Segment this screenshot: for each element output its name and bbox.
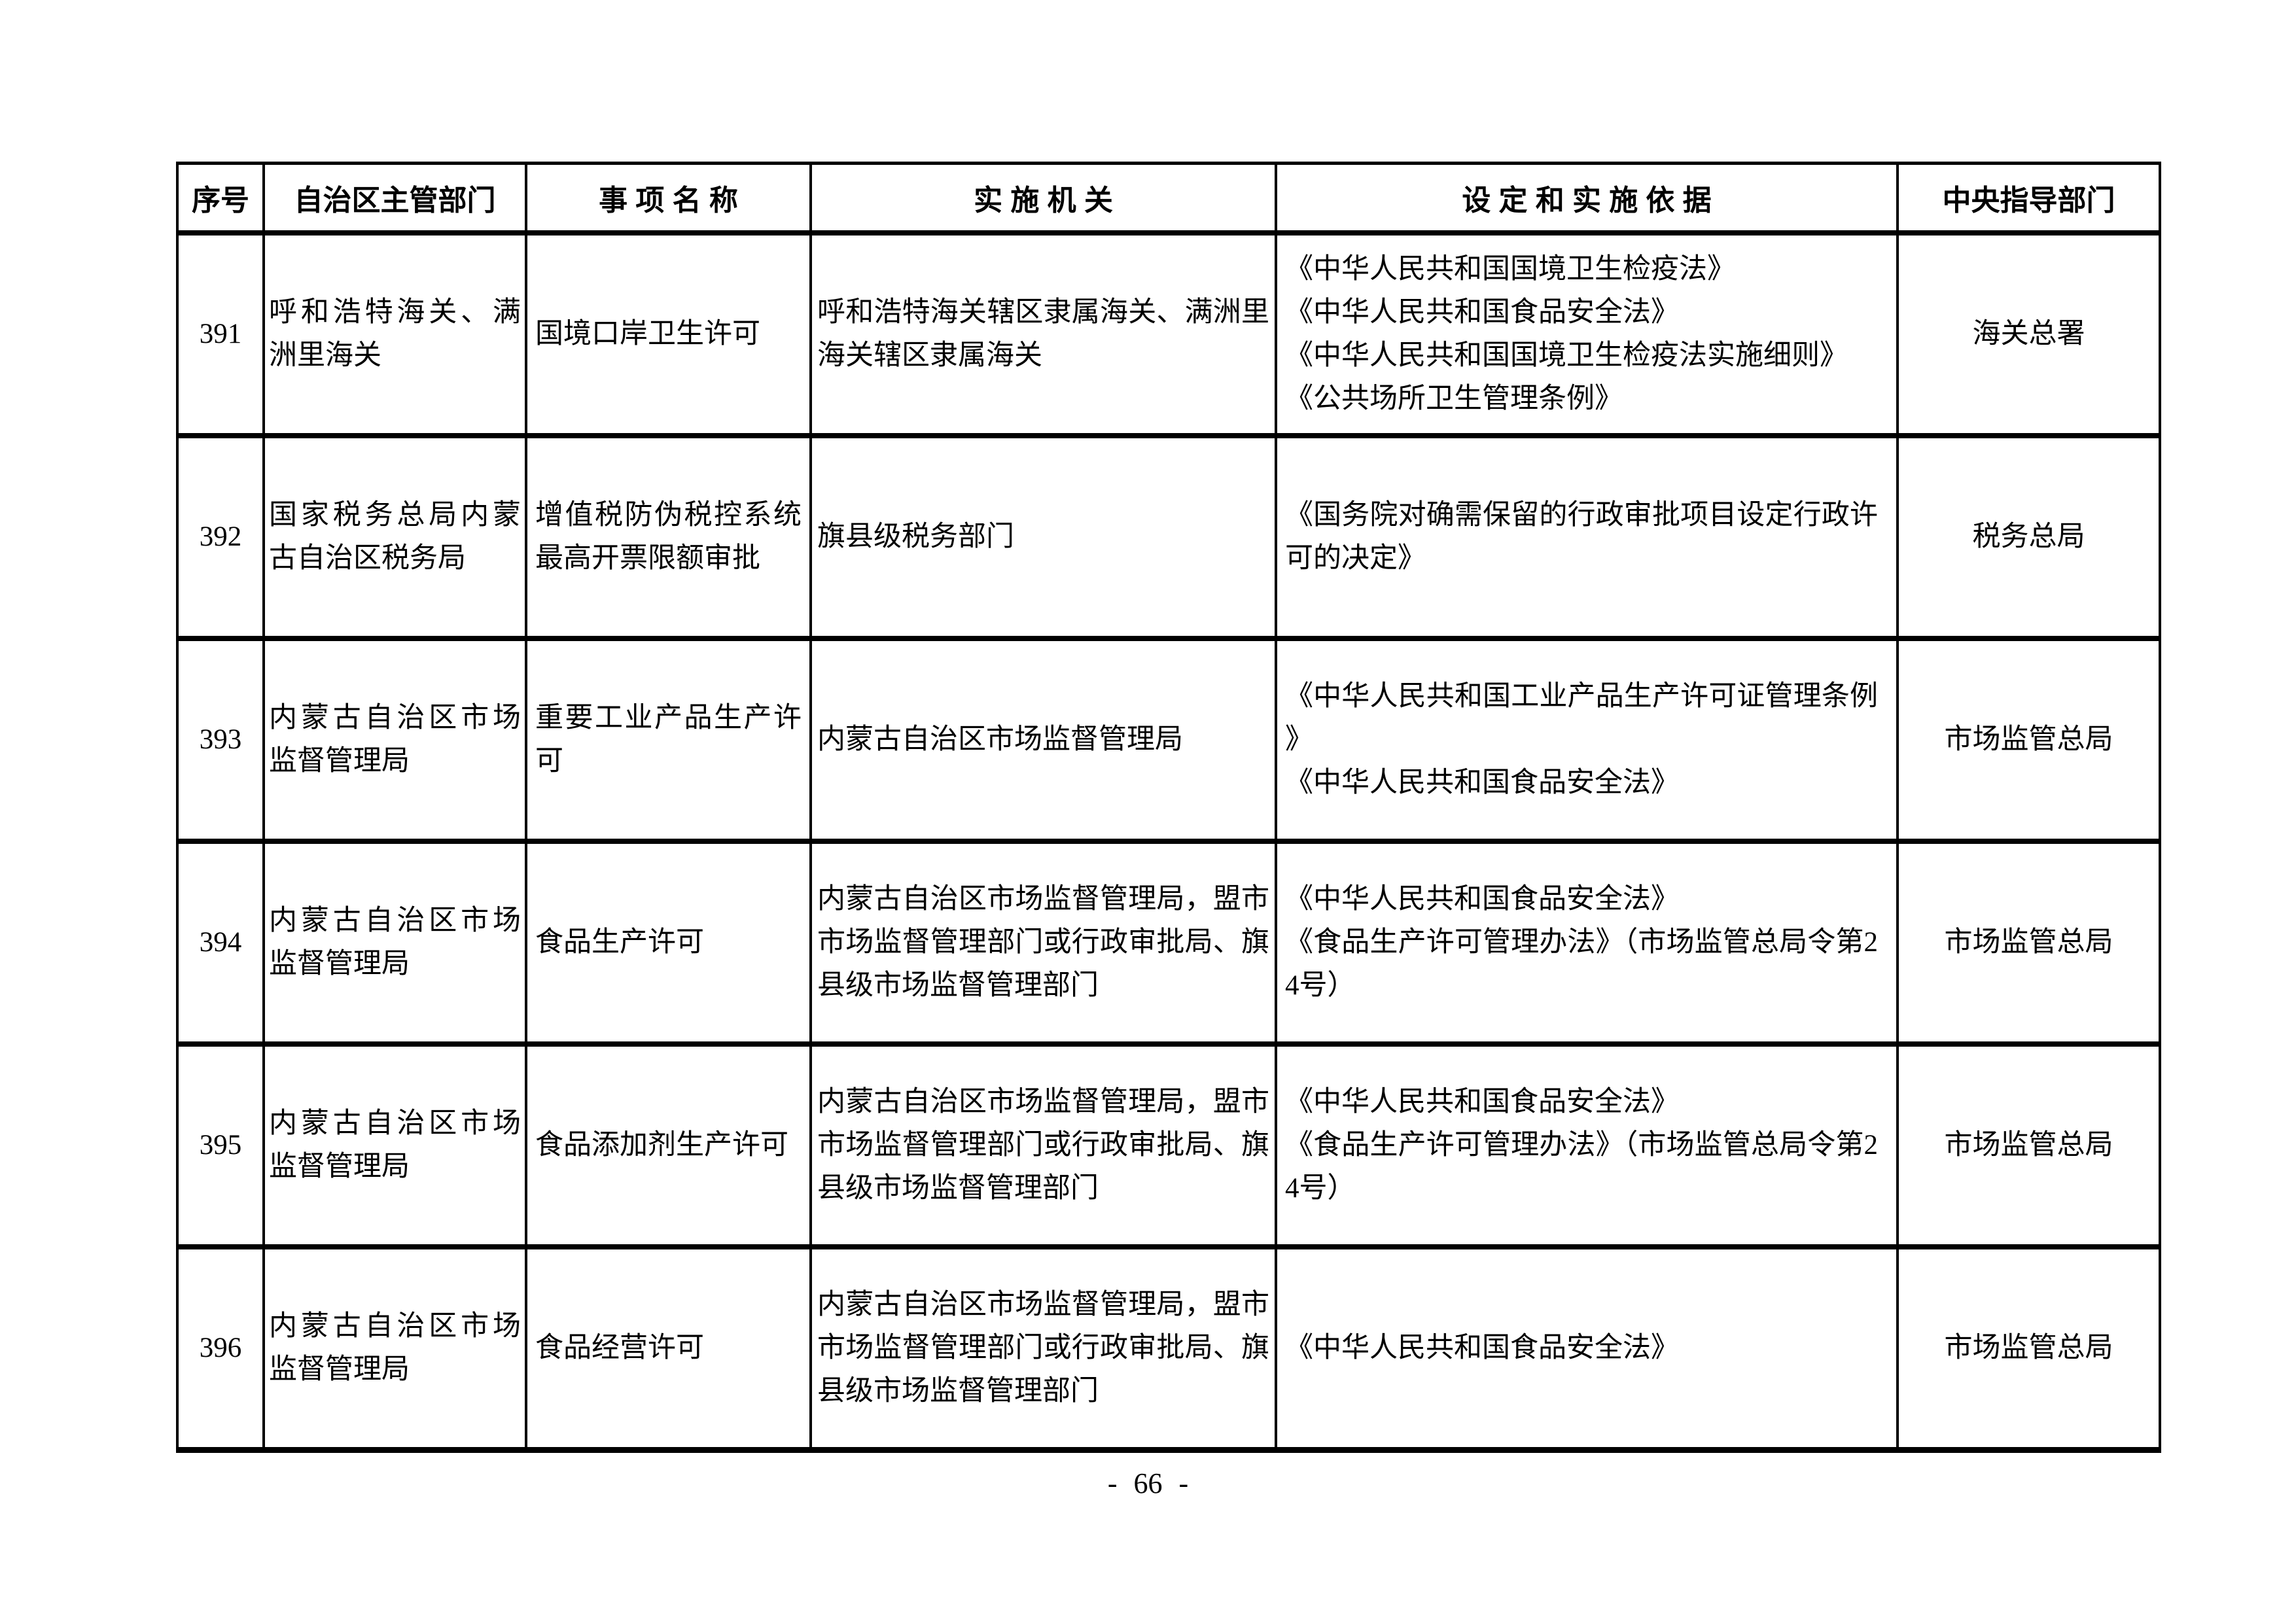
header-item-name: 事 项 名 称 (525, 163, 812, 233)
cell-item-name: 增值税防伪税控系统最高开票限额审批 (525, 436, 812, 638)
header-region-department: 自治区主管部门 (262, 163, 527, 233)
cell-central-department: 税务总局 (1896, 436, 2161, 638)
cell-serial-number: 394 (176, 841, 265, 1044)
cell-implementing-agency: 内蒙古自治区市场监督管理局，盟市市场监督管理部门或行政审批局、旗县级市场监督管理… (809, 841, 1277, 1044)
cell-item-name: 食品经营许可 (525, 1247, 812, 1450)
cell-implementing-agency: 内蒙古自治区市场监督管理局，盟市市场监督管理部门或行政审批局、旗县级市场监督管理… (809, 1044, 1277, 1247)
cell-serial-number: 396 (176, 1247, 265, 1450)
cell-region-department: 呼和浩特海关、满洲里海关 (262, 233, 527, 436)
cell-central-department: 市场监管总局 (1896, 638, 2161, 841)
page-number: - 66 - (1107, 1467, 1189, 1499)
table-header-row: 序号 自治区主管部门 事 项 名 称 实 施 机 关 设 定 和 实 施 依 据… (176, 163, 2161, 233)
cell-region-department: 内蒙古自治区市场监督管理局 (262, 841, 527, 1044)
cell-item-name: 食品添加剂生产许可 (525, 1044, 812, 1247)
cell-serial-number: 393 (176, 638, 265, 841)
cell-implementing-agency: 旗县级税务部门 (809, 436, 1277, 638)
cell-central-department: 市场监管总局 (1896, 1247, 2161, 1450)
table-row: 395 内蒙古自治区市场监督管理局 食品添加剂生产许可 内蒙古自治区市场监督管理… (176, 1044, 2161, 1247)
cell-legal-basis: 《中华人民共和国国境卫生检疫法》 《中华人民共和国食品安全法》 《中华人民共和国… (1275, 233, 1899, 436)
cell-serial-number: 391 (176, 233, 265, 436)
cell-region-department: 内蒙古自治区市场监督管理局 (262, 1247, 527, 1450)
cell-legal-basis: 《中华人民共和国食品安全法》 (1275, 1247, 1899, 1450)
header-serial-number: 序号 (176, 163, 265, 233)
table-row: 396 内蒙古自治区市场监督管理局 食品经营许可 内蒙古自治区市场监督管理局，盟… (176, 1247, 2161, 1450)
cell-serial-number: 395 (176, 1044, 265, 1247)
table-row: 392 国家税务总局内蒙古自治区税务局 增值税防伪税控系统最高开票限额审批 旗县… (176, 436, 2161, 638)
header-central-department: 中央指导部门 (1896, 163, 2161, 233)
cell-item-name: 重要工业产品生产许可 (525, 638, 812, 841)
table-row: 394 内蒙古自治区市场监督管理局 食品生产许可 内蒙古自治区市场监督管理局，盟… (176, 841, 2161, 1044)
cell-legal-basis: 《中华人民共和国食品安全法》 《食品生产许可管理办法》（市场监管总局令第24号） (1275, 841, 1899, 1044)
cell-region-department: 国家税务总局内蒙古自治区税务局 (262, 436, 527, 638)
cell-item-name: 食品生产许可 (525, 841, 812, 1044)
cell-implementing-agency: 内蒙古自治区市场监督管理局 (809, 638, 1277, 841)
cell-legal-basis: 《中华人民共和国食品安全法》 《食品生产许可管理办法》（市场监管总局令第24号） (1275, 1044, 1899, 1247)
header-implementing-agency: 实 施 机 关 (809, 163, 1277, 233)
cell-central-department: 市场监管总局 (1896, 841, 2161, 1044)
cell-central-department: 海关总署 (1896, 233, 2161, 436)
header-legal-basis: 设 定 和 实 施 依 据 (1275, 163, 1899, 233)
cell-legal-basis: 《中华人民共和国工业产品生产许可证管理条例》 《中华人民共和国食品安全法》 (1275, 638, 1899, 841)
cell-region-department: 内蒙古自治区市场监督管理局 (262, 638, 527, 841)
cell-legal-basis: 《国务院对确需保留的行政审批项目设定行政许可的决定》 (1275, 436, 1899, 638)
cell-region-department: 内蒙古自治区市场监督管理局 (262, 1044, 527, 1247)
cell-central-department: 市场监管总局 (1896, 1044, 2161, 1247)
cell-implementing-agency: 呼和浩特海关辖区隶属海关、满洲里海关辖区隶属海关 (809, 233, 1277, 436)
licensing-items-table: 序号 自治区主管部门 事 项 名 称 实 施 机 关 设 定 和 实 施 依 据… (176, 162, 2161, 1453)
cell-serial-number: 392 (176, 436, 265, 638)
table-row: 391 呼和浩特海关、满洲里海关 国境口岸卫生许可 呼和浩特海关辖区隶属海关、满… (176, 233, 2161, 436)
table-row: 393 内蒙古自治区市场监督管理局 重要工业产品生产许可 内蒙古自治区市场监督管… (176, 638, 2161, 841)
cell-item-name: 国境口岸卫生许可 (525, 233, 812, 436)
cell-implementing-agency: 内蒙古自治区市场监督管理局，盟市市场监督管理部门或行政审批局、旗县级市场监督管理… (809, 1247, 1277, 1450)
